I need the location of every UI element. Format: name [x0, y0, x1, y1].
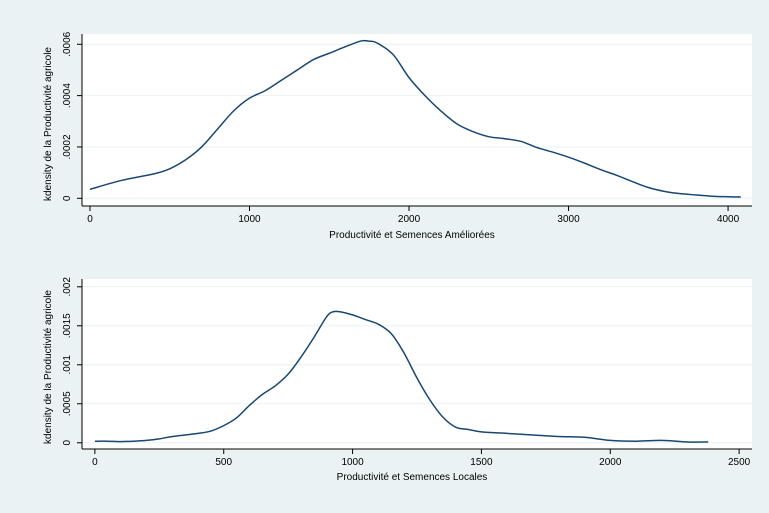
x-tick-label: 500 [215, 457, 232, 468]
x-tick-label: 1500 [470, 457, 493, 468]
x-axis-title-bottom: Productivité et Semences Locales [337, 472, 488, 483]
x-tick-label: 1000 [238, 214, 261, 225]
y-tick-label: 0 [62, 440, 73, 446]
y-ticks-top: 0 .0002 .0004 .0006 [62, 31, 82, 201]
grid-top [82, 43, 752, 199]
y-tick-label: .0015 [62, 313, 73, 338]
x-axis-title-top: Productivité et Semences Améliorées [329, 230, 495, 241]
density-line-bottom [94, 310, 709, 443]
plot-area-bottom [82, 279, 752, 449]
x-tick-label: 0 [92, 457, 98, 468]
x-tick-label: 1000 [341, 457, 364, 468]
y-tick-label: .0005 [62, 391, 73, 416]
y-ticks-bottom: 0 .0005 .001 .0015 .002 [62, 277, 82, 446]
x-tick-label: 2500 [728, 457, 751, 468]
x-tick-label: 2000 [599, 457, 622, 468]
chart-top: 0 1000 2000 3000 4000 0 .0002 .0004 .0006 Produ… [43, 31, 752, 241]
x-ticks-top: 0 1000 2000 3000 4000 [87, 206, 740, 225]
y-tick-label: 0 [62, 195, 73, 201]
y-tick-label: .0006 [62, 31, 73, 56]
y-axis-title-bottom: kdensity de la Productivité agricole [43, 290, 54, 444]
x-tick-label: 2000 [398, 214, 421, 225]
x-tick-label: 3000 [557, 214, 580, 225]
density-line-top [89, 39, 741, 198]
grid-bottom [82, 286, 752, 444]
y-tick-label: .001 [62, 355, 73, 375]
x-tick-label: 4000 [717, 214, 740, 225]
y-tick-label: .0002 [62, 134, 73, 159]
y-tick-label: .0004 [62, 83, 73, 108]
y-tick-label: .002 [62, 277, 73, 297]
plot-area-top [82, 34, 752, 206]
y-axis-title-top: kdensity de la Productivité agricole [43, 47, 54, 201]
chart-bottom: 0 500 1000 1500 2000 2500 0 .0005 .001 .0015 .002… [43, 277, 752, 483]
x-ticks-bottom: 0 500 1000 1500 2000 2500 [92, 449, 751, 468]
x-tick-label: 0 [87, 214, 93, 225]
